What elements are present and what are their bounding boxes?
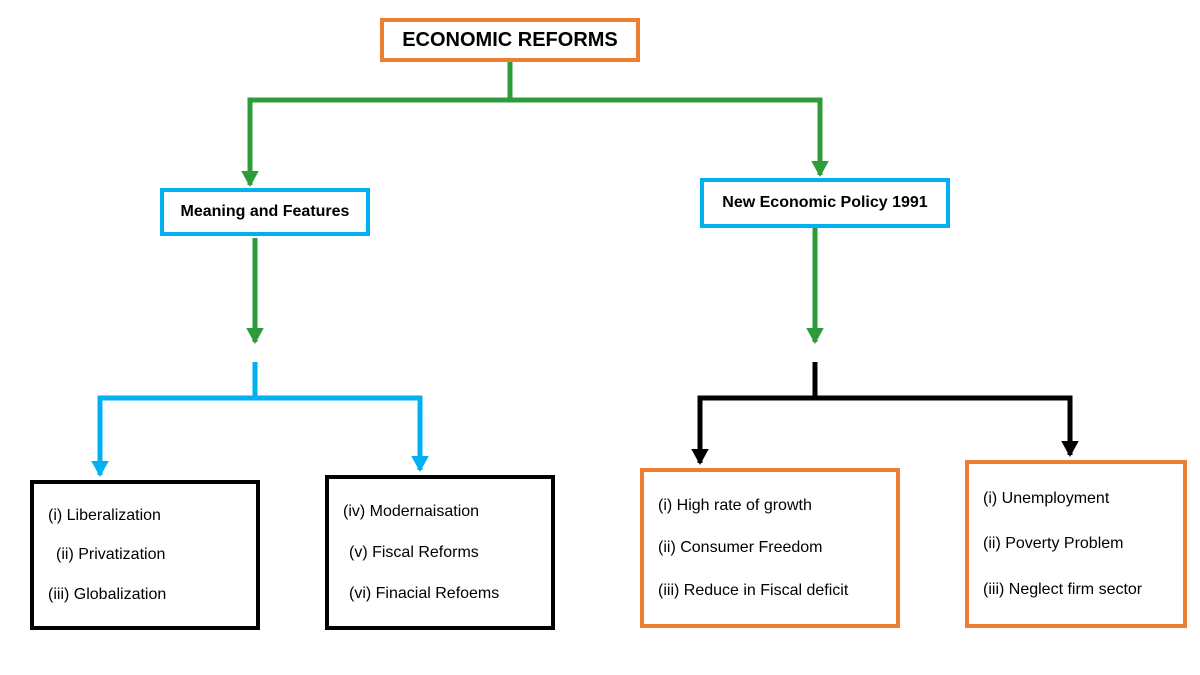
connectors-layer xyxy=(0,0,1200,675)
